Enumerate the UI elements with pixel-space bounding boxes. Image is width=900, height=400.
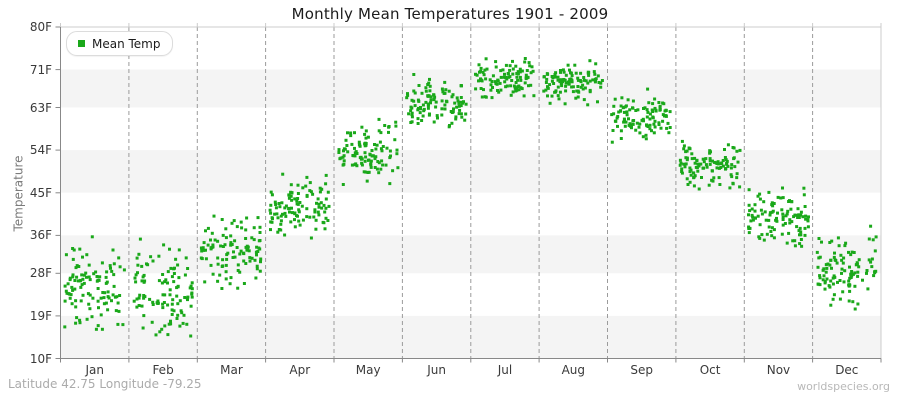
x-month-label: Jan <box>85 363 104 377</box>
chart-title: Monthly Mean Temperatures 1901 - 2009 <box>291 5 609 23</box>
legend-marker-icon <box>78 40 85 47</box>
scatter-points-Mar <box>199 214 263 290</box>
x-month-label: May <box>355 363 381 377</box>
background-band <box>60 150 881 193</box>
scatter-points-Apr <box>268 172 331 240</box>
x-month-label: Jul <box>497 363 513 377</box>
x-month-label: Nov <box>766 363 791 377</box>
x-month-label: Apr <box>289 363 311 377</box>
y-tick-label: 36F <box>29 228 52 243</box>
scatter-points-Jan <box>63 235 126 331</box>
y-tick-label: 54F <box>29 143 52 158</box>
background-band <box>60 69 881 108</box>
y-tick-label: 45F <box>29 185 52 200</box>
scatter-points-Aug <box>542 59 604 107</box>
legend-label: Mean Temp <box>92 36 161 51</box>
y-tick-label: 28F <box>29 266 52 281</box>
x-month-label: Mar <box>220 363 243 377</box>
x-month-label: Dec <box>835 363 859 377</box>
scatter-points-May <box>337 117 400 186</box>
y-tick-label: 80F <box>29 20 52 34</box>
x-month-label: Feb <box>152 363 174 377</box>
legend[interactable]: Mean Temp <box>66 31 173 56</box>
y-tick-label: 19F <box>29 308 52 323</box>
x-month-label: Oct <box>699 363 721 377</box>
y-tick-label: 63F <box>29 100 52 115</box>
x-month-label: Aug <box>561 363 586 377</box>
y-tick-label: 10F <box>29 351 52 366</box>
x-month-label: Sep <box>630 363 653 377</box>
scatter-points-Dec <box>815 224 878 311</box>
scatter-points-Sep <box>610 87 672 144</box>
watermark: worldspecies.org <box>797 380 890 393</box>
scatter-points-Jun <box>405 73 468 129</box>
scatter-points-Jul <box>474 57 536 100</box>
scatter-points-Nov <box>747 186 810 248</box>
scatter-points-Oct <box>678 139 742 191</box>
x-month-label: Jun <box>427 363 446 377</box>
coordinates-label: Latitude 42.75 Longitude -79.25 <box>8 377 202 391</box>
scatter-points-Feb <box>132 237 194 338</box>
y-tick-label: 71F <box>29 62 52 77</box>
